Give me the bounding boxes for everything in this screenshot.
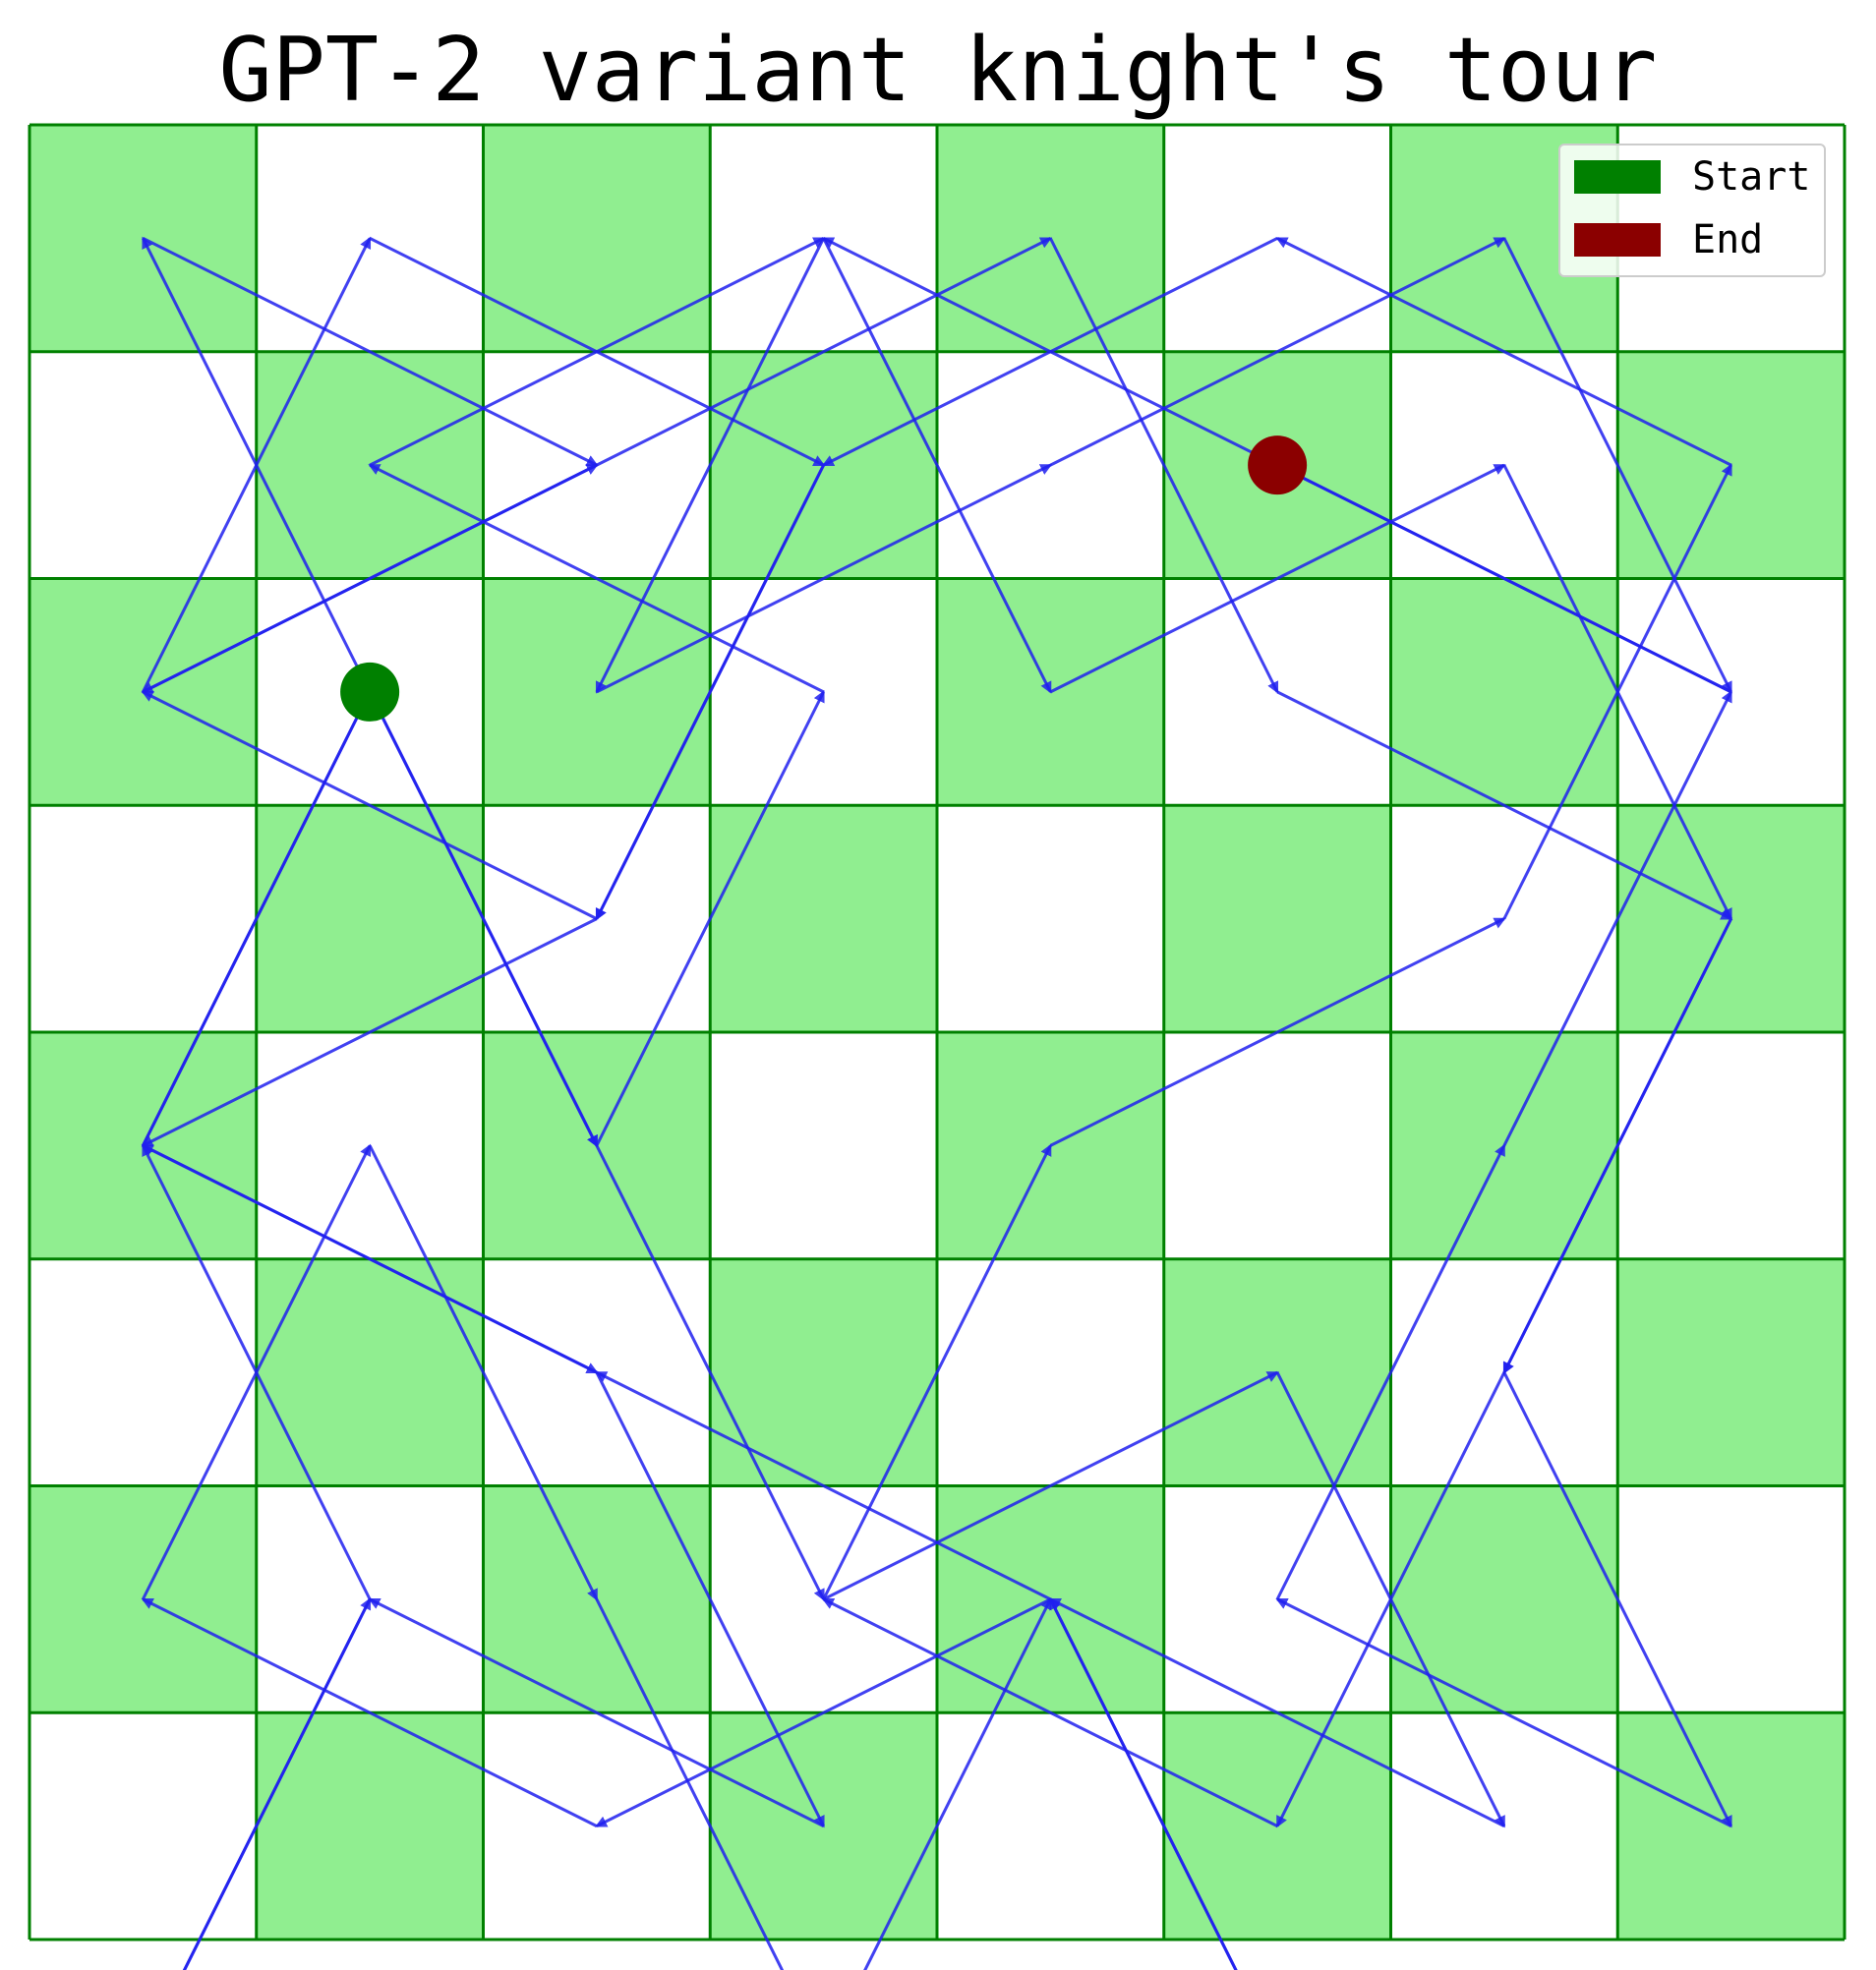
board-square (29, 1712, 257, 1940)
tour-move-arrow (368, 1597, 825, 1827)
tour-move-arrow (1276, 690, 1733, 920)
board-square (29, 351, 257, 579)
legend-start-label: Start (1692, 154, 1811, 200)
board-square (256, 805, 484, 1032)
tour-move-arrow (822, 237, 1052, 694)
board-square (710, 805, 937, 1032)
tour-move-arrow (142, 690, 372, 1147)
legend-start-swatch (1574, 160, 1661, 194)
board-square (256, 1712, 484, 1940)
tour-move-arrow (595, 1370, 1052, 1601)
legend-item-end: End (1574, 217, 1763, 262)
tour-move-arrow (142, 1143, 372, 1600)
board-square (1617, 1485, 1845, 1713)
board-square (29, 1258, 257, 1486)
chart-title: GPT-2 variant knight's tour (218, 19, 1658, 122)
tour-move-arrow (822, 1143, 1052, 1600)
tour-move-arrow (1502, 237, 1732, 694)
tour-move-arrow (1049, 237, 1506, 467)
tour-move-arrow (1049, 463, 1506, 694)
tour-move-arrow (1049, 1597, 1238, 1970)
tour-move-arrow (1502, 917, 1732, 1374)
tour-move-arrow (182, 1597, 372, 1970)
tour-move-arrow (1275, 1143, 1506, 1600)
tour-move-arrow (1049, 917, 1506, 1147)
tour-move-arrow (595, 464, 825, 921)
tour-move-arrow (142, 237, 599, 467)
tour-move-arrow (141, 1597, 598, 1827)
tour-move-arrow (595, 1597, 1052, 1827)
tour-move-arrow (369, 237, 826, 467)
endpoint-markers (340, 435, 1308, 722)
board-square (1390, 578, 1618, 806)
tour-move-arrow (596, 237, 1053, 467)
tour-move-arrow (141, 1144, 598, 1374)
legend: Start End (1558, 144, 1826, 277)
start-marker (340, 662, 400, 722)
tour-move-arrow (1502, 690, 1732, 1147)
board-square (937, 1712, 1164, 1940)
board-square (1617, 1258, 1845, 1486)
tour-move-arrow (142, 236, 372, 693)
tour-move-arrow (1275, 237, 1732, 467)
board-square (937, 805, 1164, 1032)
board-square (483, 125, 711, 352)
tour-move-arrow (368, 463, 825, 694)
board-square (1390, 1485, 1618, 1713)
board-grid (28, 123, 1847, 1941)
end-marker (1248, 435, 1308, 495)
tour-move-arrow (595, 1144, 825, 1601)
board-square (1163, 805, 1391, 1032)
board-square (256, 1258, 484, 1486)
legend-end-swatch (1574, 223, 1661, 257)
board-square (29, 805, 257, 1032)
tour-move-arrow (1275, 1371, 1506, 1828)
tour-move-arrow (822, 1370, 1279, 1601)
tour-move-arrow (368, 1144, 599, 1601)
board-square (710, 1258, 937, 1486)
tour-move-arrow (863, 1597, 1052, 1970)
tour-move-arrow (1049, 237, 1279, 694)
legend-end-label: End (1692, 217, 1764, 262)
tour-move-arrow (1502, 1371, 1732, 1828)
tour-move-arrow (595, 690, 825, 1147)
tour-move-arrow (1275, 1597, 1732, 1827)
board-square (1163, 1032, 1391, 1259)
tour-move-arrow (1502, 463, 1732, 920)
tour-move-arrow (595, 1598, 785, 1970)
tour-move-arrow (821, 237, 1278, 467)
tour-move-arrow (1048, 1597, 1505, 1827)
tour-move-arrow (595, 237, 825, 694)
tour-move-arrow (368, 691, 599, 1148)
board-square (1617, 1032, 1845, 1259)
tour-move-arrow (595, 1371, 825, 1828)
tour-move-arrow (142, 463, 599, 694)
board-square (710, 1032, 937, 1259)
tour-move-arrow (141, 917, 598, 1147)
tour-move-arrow (596, 463, 1053, 694)
knight-path (141, 236, 1733, 1970)
board-square (937, 1258, 1164, 1486)
tour-move-arrow (1275, 463, 1732, 694)
legend-item-start: Start (1574, 154, 1810, 200)
tour-move-arrow (141, 690, 598, 920)
tour-move-arrow (821, 1597, 1278, 1827)
